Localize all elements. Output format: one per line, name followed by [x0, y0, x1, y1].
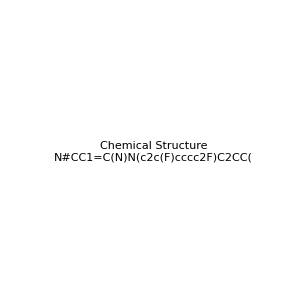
Text: Chemical Structure
N#CC1=C(N)N(c2c(F)cccc2F)C2CC(: Chemical Structure N#CC1=C(N)N(c2c(F)ccc… — [54, 141, 253, 162]
